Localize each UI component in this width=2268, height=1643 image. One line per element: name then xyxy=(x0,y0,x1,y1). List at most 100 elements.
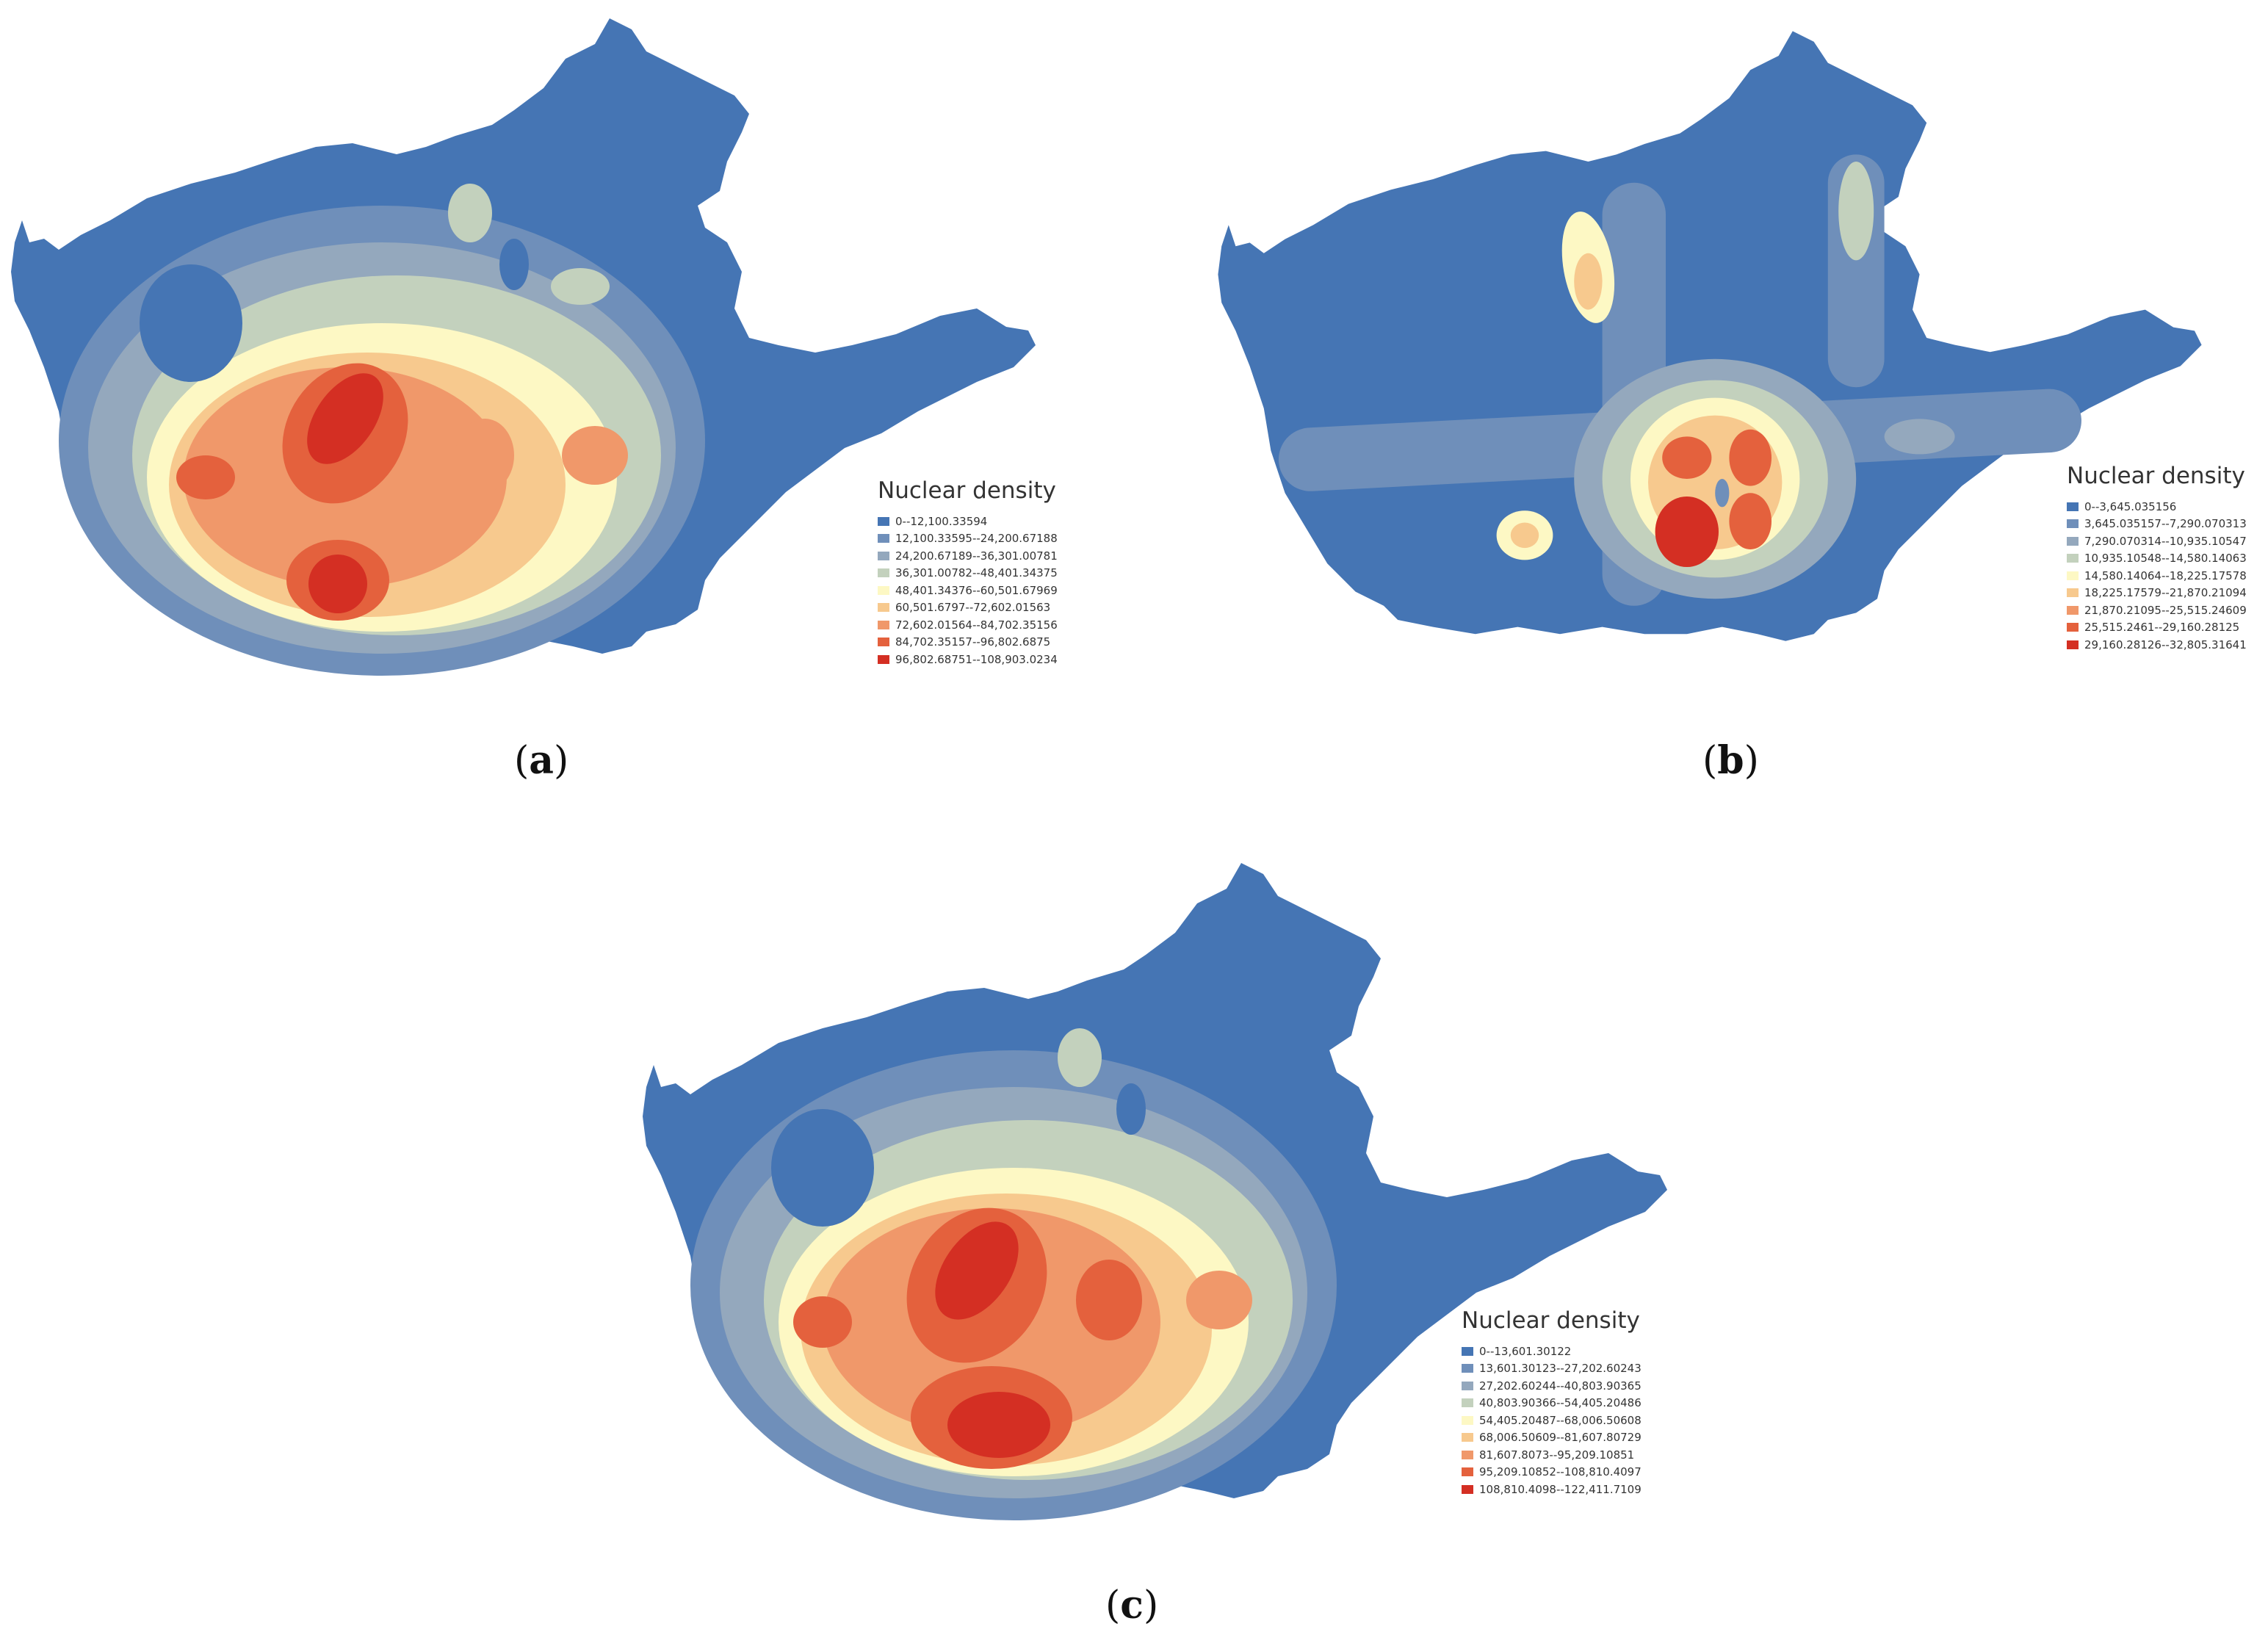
legend-swatch xyxy=(1462,1415,1473,1425)
legend-swatch xyxy=(1462,1398,1473,1408)
legend-swatch xyxy=(1462,1467,1473,1477)
legend-item: 0--12,100.33594 xyxy=(878,513,1058,530)
legend-item: 0--3,645.035156 xyxy=(2067,498,2247,516)
legend-swatch xyxy=(1462,1433,1473,1442)
legend-label: 7,290.070314--10,935.10547 xyxy=(2084,534,2247,548)
legend-label: 84,702.35157--96,802.6875 xyxy=(895,635,1051,649)
legend-c: Nuclear density 0--13,601.30122 13,601.30… xyxy=(1462,1307,1642,1498)
legend-label: 68,006.50609--81,607.80729 xyxy=(1479,1431,1642,1445)
legend-item: 0--13,601.30122 xyxy=(1462,1343,1642,1360)
legend-rows-a: 0--12,100.33594 12,100.33595--24,200.6718… xyxy=(878,513,1058,668)
legend-item: 81,607.8073--95,209.10851 xyxy=(1462,1446,1642,1464)
density-contours-b xyxy=(1278,154,2081,606)
panel-b: Nuclear density 0--3,645.035156 3,645.035… xyxy=(1134,0,2268,808)
legend-swatch xyxy=(2067,588,2079,598)
legend-swatch xyxy=(1462,1484,1473,1494)
legend-label: 108,810.4098--122,411.7109 xyxy=(1479,1482,1642,1496)
legend-label: 3,645.035157--7,290.070313 xyxy=(2084,517,2247,531)
density-contours-a xyxy=(59,184,705,676)
legend-label: 95,209.10852--108,810.4097 xyxy=(1479,1465,1642,1479)
legend-item: 84,702.35157--96,802.6875 xyxy=(878,634,1058,651)
legend-item: 7,290.070314--10,935.10547 xyxy=(2067,532,2247,550)
legend-swatch xyxy=(1462,1364,1473,1373)
legend-swatch xyxy=(878,638,889,647)
legend-swatch xyxy=(878,568,889,578)
legend-item: 96,802.68751--108,903.0234 xyxy=(878,651,1058,668)
legend-label: 36,301.00782--48,401.34375 xyxy=(895,566,1058,580)
legend-label: 81,607.8073--95,209.10851 xyxy=(1479,1448,1635,1462)
legend-swatch xyxy=(878,516,889,526)
legend-swatch xyxy=(2067,571,2079,580)
legend-label: 25,515.2461--29,160.28125 xyxy=(2084,621,2240,635)
legend-label: 60,501.6797--72,602.01563 xyxy=(895,601,1051,615)
legend-swatch xyxy=(2067,536,2079,546)
legend-rows-c: 0--13,601.30122 13,601.30123--27,202.6024… xyxy=(1462,1343,1642,1498)
legend-item: 24,200.67189--36,301.00781 xyxy=(878,547,1058,565)
legend-label: 14,580.14064--18,225.17578 xyxy=(2084,568,2247,582)
legend-item: 18,225.17579--21,870.21094 xyxy=(2067,585,2247,602)
legend-swatch xyxy=(1462,1346,1473,1356)
legend-label: 24,200.67189--36,301.00781 xyxy=(895,549,1058,563)
legend-label: 48,401.34376--60,501.67969 xyxy=(895,583,1058,597)
density-map-b xyxy=(1218,31,2202,641)
legend-swatch xyxy=(878,551,889,560)
legend-item: 108,810.4098--122,411.7109 xyxy=(1462,1481,1642,1498)
legend-swatch xyxy=(878,603,889,613)
legend-title: Nuclear density xyxy=(2067,463,2245,489)
legend-a: Nuclear density 0--12,100.33594 12,100.33… xyxy=(878,477,1058,668)
legend-item: 54,405.20487--68,006.50608 xyxy=(1462,1412,1642,1429)
density-map-a xyxy=(11,18,1036,676)
legend-label: 12,100.33595--24,200.67188 xyxy=(895,532,1058,546)
density-map-c xyxy=(643,863,1667,1520)
legend-title: Nuclear density xyxy=(1462,1307,1640,1334)
legend-item: 36,301.00782--48,401.34375 xyxy=(878,565,1058,582)
legend-swatch xyxy=(1462,1381,1473,1390)
legend-swatch xyxy=(2067,605,2079,615)
legend-item: 48,401.34376--60,501.67969 xyxy=(878,582,1058,599)
legend-swatch xyxy=(878,620,889,629)
legend-label: 29,160.28126--32,805.31641 xyxy=(2084,638,2247,651)
legend-item: 12,100.33595--24,200.67188 xyxy=(878,530,1058,548)
legend-item: 29,160.28126--32,805.31641 xyxy=(2067,636,2247,654)
legend-rows-b: 0--3,645.035156 3,645.035157--7,290.07031… xyxy=(2067,498,2247,654)
legend-item: 27,202.60244--40,803.90365 xyxy=(1462,1377,1642,1395)
caption-b: (b) xyxy=(1702,738,1759,783)
legend-item: 13,601.30123--27,202.60243 xyxy=(1462,1360,1642,1378)
legend-label: 13,601.30123--27,202.60243 xyxy=(1479,1362,1642,1376)
legend-label: 18,225.17579--21,870.21094 xyxy=(2084,586,2247,600)
legend-swatch xyxy=(1462,1450,1473,1459)
legend-label: 21,870.21095--25,515.24609 xyxy=(2084,603,2247,617)
panel-c: Nuclear density 0--13,601.30122 13,601.30… xyxy=(632,845,1667,1643)
legend-label: 72,602.01564--84,702.35156 xyxy=(895,618,1058,632)
legend-item: 95,209.10852--108,810.4097 xyxy=(1462,1464,1642,1481)
legend-item: 72,602.01564--84,702.35156 xyxy=(878,616,1058,634)
legend-swatch xyxy=(2067,502,2079,511)
legend-label: 54,405.20487--68,006.50608 xyxy=(1479,1413,1642,1427)
legend-swatch xyxy=(2067,623,2079,632)
legend-item: 10,935.10548--14,580.14063 xyxy=(2067,550,2247,568)
legend-item: 21,870.21095--25,515.24609 xyxy=(2067,602,2247,619)
legend-item: 14,580.14064--18,225.17578 xyxy=(2067,567,2247,585)
legend-item: 25,515.2461--29,160.28125 xyxy=(2067,619,2247,637)
legend-swatch xyxy=(2067,554,2079,563)
legend-item: 60,501.6797--72,602.01563 xyxy=(878,599,1058,617)
legend-label: 0--13,601.30122 xyxy=(1479,1344,1572,1358)
legend-item: 40,803.90366--54,405.20486 xyxy=(1462,1395,1642,1412)
caption-a: (a) xyxy=(514,738,569,783)
legend-label: 27,202.60244--40,803.90365 xyxy=(1479,1379,1642,1393)
panel-a: Nuclear density 0--12,100.33594 12,100.33… xyxy=(0,0,1134,808)
legend-item: 68,006.50609--81,607.80729 xyxy=(1462,1429,1642,1447)
legend-title: Nuclear density xyxy=(878,477,1056,504)
legend-swatch xyxy=(2067,519,2079,529)
legend-swatch xyxy=(2067,640,2079,649)
legend-swatch xyxy=(878,534,889,544)
legend-label: 10,935.10548--14,580.14063 xyxy=(2084,552,2247,566)
legend-label: 0--12,100.33594 xyxy=(895,514,988,528)
legend-swatch xyxy=(878,585,889,595)
legend-label: 96,802.68751--108,903.0234 xyxy=(895,652,1058,666)
legend-item: 3,645.035157--7,290.070313 xyxy=(2067,516,2247,533)
legend-label: 0--3,645.035156 xyxy=(2084,499,2177,513)
caption-c: (c) xyxy=(1105,1583,1159,1628)
legend-b: Nuclear density 0--3,645.035156 3,645.035… xyxy=(2067,463,2247,654)
legend-label: 40,803.90366--54,405.20486 xyxy=(1479,1396,1642,1410)
